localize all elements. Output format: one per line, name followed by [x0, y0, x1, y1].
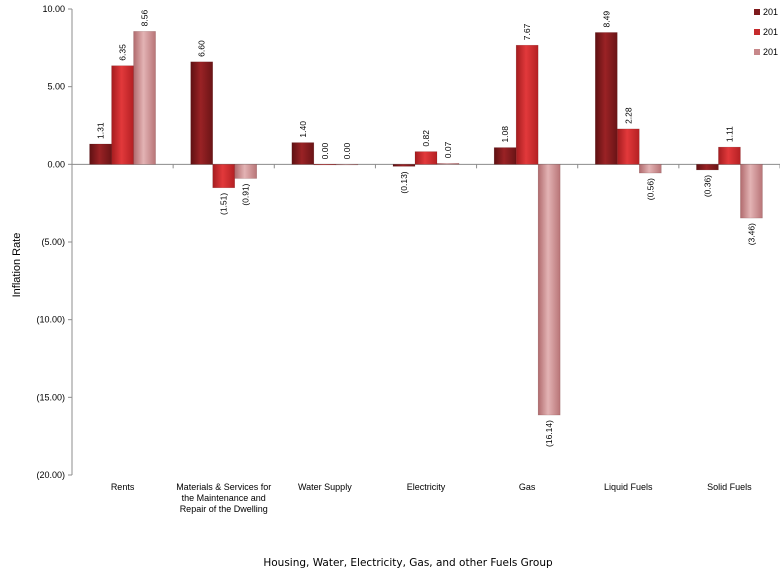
data-label: 6.60 [197, 40, 207, 57]
bar [212, 164, 235, 189]
bar [392, 164, 416, 167]
y-tick-label: 5.00 [47, 82, 65, 92]
y-tick-label: 10.00 [42, 4, 65, 14]
y-tick-label: (5.00) [41, 237, 65, 247]
y-tick-label: 0.00 [47, 159, 65, 169]
bar [537, 164, 561, 416]
data-label: (3.46) [746, 223, 756, 245]
bar [718, 146, 741, 165]
bar [436, 162, 460, 165]
category-label: Rents [111, 482, 135, 492]
data-label: (1.51) [219, 193, 229, 215]
bars [89, 31, 763, 416]
bar [133, 31, 156, 165]
bar [740, 164, 763, 219]
data-label: (0.13) [399, 171, 409, 193]
category-label: Electricity [407, 482, 446, 492]
y-axis-title: Inflation Rate [11, 233, 23, 298]
bar [639, 164, 662, 174]
category-label: Solid Fuels [707, 482, 752, 492]
category-label: Gas [519, 482, 536, 492]
labels: 1.31 6.60 1.40 (0.13) 1.08 8.49 (0.36) 6.35 (1.5… [96, 10, 757, 514]
category-label: Materials & Services for the Maintenance … [176, 482, 271, 514]
data-label: (0.36) [702, 175, 712, 197]
legend-label: 201 [763, 47, 778, 57]
data-label: 8.49 [601, 11, 611, 28]
bar [617, 128, 640, 165]
data-label: 2.28 [623, 107, 633, 124]
legend-swatch [754, 9, 760, 15]
data-label: (16.14) [544, 420, 554, 447]
data-label: 1.11 [724, 126, 734, 142]
data-label: 8.56 [140, 10, 150, 27]
data-label: 0.82 [421, 130, 431, 147]
legend-swatch [754, 29, 760, 35]
data-label: (0.91) [241, 183, 251, 205]
bar [313, 164, 337, 166]
bar [291, 142, 315, 165]
legend-swatch [754, 49, 760, 55]
bar [335, 164, 359, 166]
legend: 201 201 201 [754, 7, 778, 57]
data-label: 1.08 [500, 126, 510, 143]
category-label: Water Supply [298, 482, 352, 492]
bar [414, 151, 438, 165]
y-tick-label: (20.00) [36, 470, 65, 480]
x-axis-title: Housing, Water, Electricity, Gas, and ot… [263, 557, 553, 569]
category-label: Liquid Fuels [604, 482, 653, 492]
bar [190, 61, 213, 165]
legend-label: 201 [763, 27, 778, 37]
data-label: 7.67 [522, 23, 532, 40]
bar [515, 44, 539, 165]
bar [493, 147, 517, 165]
bar [696, 164, 719, 171]
data-label: 0.07 [443, 141, 453, 158]
y-tick-label: (10.00) [36, 315, 65, 325]
bar [111, 65, 134, 165]
data-label: (0.56) [645, 178, 655, 200]
bar [595, 32, 618, 165]
y-tick-label: (15.00) [36, 392, 65, 402]
data-label: 0.00 [342, 143, 352, 160]
bar [89, 143, 112, 165]
legend-label: 201 [763, 7, 778, 17]
data-label: 1.31 [96, 122, 106, 139]
bar [234, 164, 257, 179]
data-label: 6.35 [118, 44, 128, 61]
data-label: 0.00 [320, 143, 330, 160]
data-label: 1.40 [298, 121, 308, 138]
